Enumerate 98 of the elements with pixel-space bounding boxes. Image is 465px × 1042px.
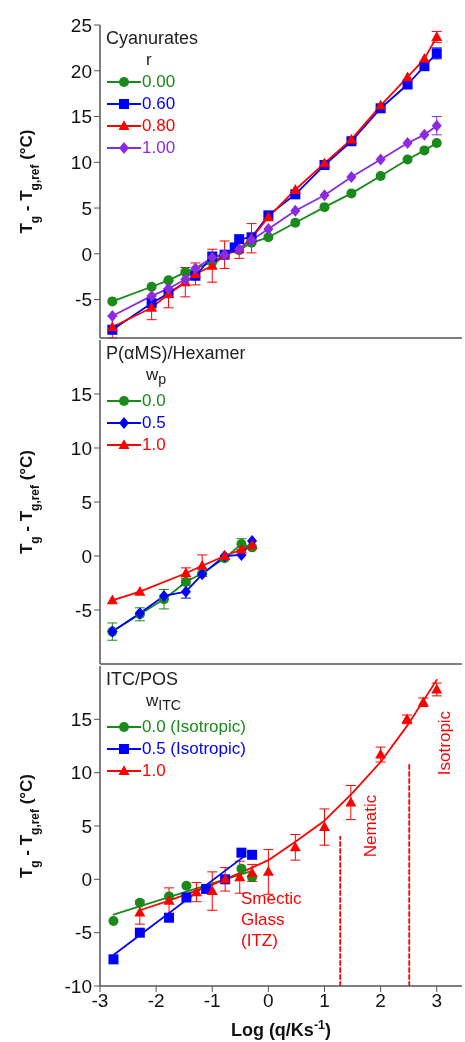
legend-title: w$_{ITC}$ bbox=[146, 691, 182, 714]
point bbox=[289, 183, 301, 194]
y-tick-label: 5 bbox=[81, 815, 92, 837]
point bbox=[180, 576, 191, 587]
point bbox=[134, 585, 146, 596]
legend-title: r bbox=[146, 50, 152, 69]
x-tick-label: 2 bbox=[375, 990, 386, 1012]
point bbox=[181, 892, 192, 903]
point bbox=[196, 559, 208, 570]
point bbox=[164, 912, 175, 923]
y-tick-label: 0 bbox=[81, 869, 92, 891]
y-tick-label: -5 bbox=[75, 599, 92, 621]
point bbox=[234, 234, 245, 245]
point bbox=[402, 71, 414, 82]
point bbox=[146, 281, 157, 292]
chart-title: Cyanurates bbox=[106, 28, 199, 48]
chart-title: P(αMS)/Hexamer bbox=[106, 343, 246, 363]
y-tick-label: -5 bbox=[75, 922, 92, 944]
legend-label: 0.60 bbox=[142, 94, 176, 113]
point bbox=[134, 927, 145, 938]
point bbox=[181, 880, 192, 891]
point bbox=[134, 897, 145, 908]
point bbox=[346, 188, 357, 199]
point bbox=[108, 954, 119, 965]
y-tick-label: 10 bbox=[70, 762, 92, 784]
x-tick-label: -1 bbox=[203, 990, 221, 1012]
legend-label: 1.0 bbox=[142, 435, 166, 455]
x-tick-label: 0 bbox=[263, 990, 274, 1012]
point bbox=[346, 170, 357, 183]
point bbox=[375, 171, 386, 182]
legend-label: 1.0 bbox=[142, 761, 166, 781]
point bbox=[206, 885, 218, 896]
point bbox=[107, 296, 118, 307]
x-tick-label: 3 bbox=[431, 990, 443, 1012]
point bbox=[108, 915, 119, 926]
legend-label: 0.00 bbox=[142, 72, 176, 91]
y-tick-label: 10 bbox=[70, 152, 92, 174]
point bbox=[146, 289, 157, 302]
point bbox=[319, 202, 330, 213]
y-tick-label: 20 bbox=[70, 60, 92, 82]
point bbox=[236, 847, 247, 858]
point bbox=[235, 543, 247, 554]
y-tick-label: -10 bbox=[64, 975, 92, 997]
y-tick-label: 5 bbox=[81, 491, 92, 513]
y-tick-label: 15 bbox=[70, 709, 92, 731]
point bbox=[375, 153, 386, 166]
legend-label: 0.5 bbox=[142, 413, 166, 433]
point bbox=[163, 282, 174, 295]
point bbox=[419, 145, 430, 156]
point bbox=[319, 821, 330, 832]
point bbox=[191, 886, 203, 897]
point bbox=[158, 589, 169, 602]
annotation: Nematic bbox=[360, 794, 380, 858]
point bbox=[402, 154, 413, 165]
point bbox=[134, 906, 146, 917]
chart-title: ITC/POS bbox=[106, 669, 179, 689]
point bbox=[246, 867, 258, 877]
x-axis-title: Log (q/Ks$^{-1}$) bbox=[230, 1018, 332, 1040]
point bbox=[375, 748, 387, 759]
y-tick-label: 25 bbox=[70, 14, 92, 36]
point bbox=[419, 128, 430, 141]
point bbox=[107, 310, 118, 323]
legend-label: 0.0 bbox=[142, 391, 166, 411]
point bbox=[262, 866, 274, 876]
point bbox=[345, 796, 357, 807]
point bbox=[146, 302, 158, 312]
x-tick-label: -3 bbox=[91, 990, 109, 1012]
point bbox=[402, 137, 413, 150]
point bbox=[234, 871, 246, 882]
point bbox=[106, 594, 118, 605]
point bbox=[190, 262, 201, 275]
y-tick-label: 0 bbox=[81, 243, 92, 265]
point bbox=[431, 138, 442, 149]
point bbox=[263, 223, 274, 236]
point bbox=[289, 841, 301, 852]
legend-label: 0.0 (Isotropic) bbox=[142, 717, 246, 737]
legend-label: 0.5 (Isotropic) bbox=[142, 739, 246, 759]
annotation: Isotropic bbox=[434, 710, 454, 775]
x-tick-label: -2 bbox=[147, 990, 165, 1012]
point bbox=[290, 217, 301, 228]
point bbox=[236, 863, 247, 874]
y-tick-label: 10 bbox=[70, 437, 92, 459]
point bbox=[375, 99, 387, 110]
y-tick-label: 15 bbox=[70, 106, 92, 128]
y-tick-label: 15 bbox=[70, 383, 92, 405]
annotation: Smectic Glass (ITZ) bbox=[241, 888, 302, 950]
point bbox=[431, 119, 442, 132]
x-tick-label: 1 bbox=[319, 990, 330, 1012]
y-tick-label: 5 bbox=[81, 197, 92, 219]
legend-title: w$_{p}$ bbox=[146, 365, 167, 388]
y-tick-label: -5 bbox=[75, 289, 92, 311]
legend-label: 1.00 bbox=[142, 138, 176, 157]
y-tick-label: 0 bbox=[81, 545, 92, 567]
point bbox=[319, 189, 330, 202]
point bbox=[247, 849, 258, 860]
point bbox=[418, 53, 430, 63]
legend-label: 0.80 bbox=[142, 116, 176, 135]
point bbox=[290, 204, 301, 217]
